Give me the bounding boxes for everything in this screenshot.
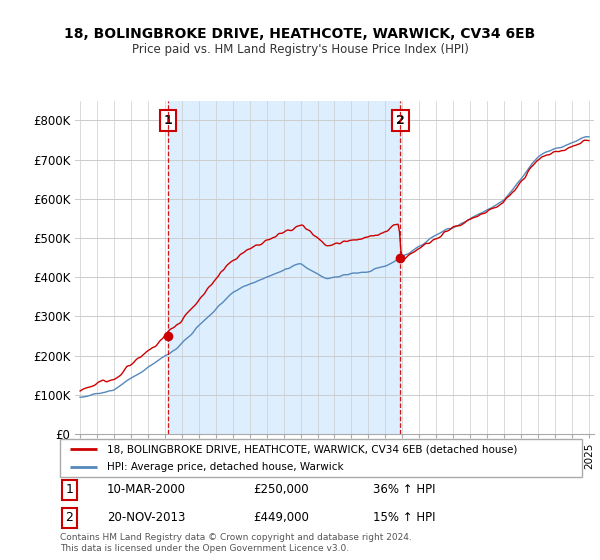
Bar: [168, 101, 400, 434]
Text: HPI: Average price, detached house, Warwick: HPI: Average price, detached house, Warw…: [107, 462, 344, 472]
Text: Contains HM Land Registry data © Crown copyright and database right 2024.
This d: Contains HM Land Registry data © Crown c…: [60, 533, 412, 553]
Text: 36% ↑ HPI: 36% ↑ HPI: [373, 483, 436, 496]
Text: 20-NOV-2013: 20-NOV-2013: [107, 511, 185, 524]
Text: 10-MAR-2000: 10-MAR-2000: [107, 483, 186, 496]
Text: £250,000: £250,000: [253, 483, 309, 496]
Text: Price paid vs. HM Land Registry's House Price Index (HPI): Price paid vs. HM Land Registry's House …: [131, 43, 469, 55]
Text: 1: 1: [65, 483, 73, 496]
Text: 18, BOLINGBROKE DRIVE, HEATHCOTE, WARWICK, CV34 6EB: 18, BOLINGBROKE DRIVE, HEATHCOTE, WARWIC…: [64, 27, 536, 41]
Text: 18, BOLINGBROKE DRIVE, HEATHCOTE, WARWICK, CV34 6EB (detached house): 18, BOLINGBROKE DRIVE, HEATHCOTE, WARWIC…: [107, 444, 517, 454]
Text: 1: 1: [164, 114, 172, 127]
Text: 2: 2: [396, 114, 405, 127]
Text: £449,000: £449,000: [253, 511, 309, 524]
Text: 15% ↑ HPI: 15% ↑ HPI: [373, 511, 436, 524]
Text: 2: 2: [65, 511, 73, 524]
